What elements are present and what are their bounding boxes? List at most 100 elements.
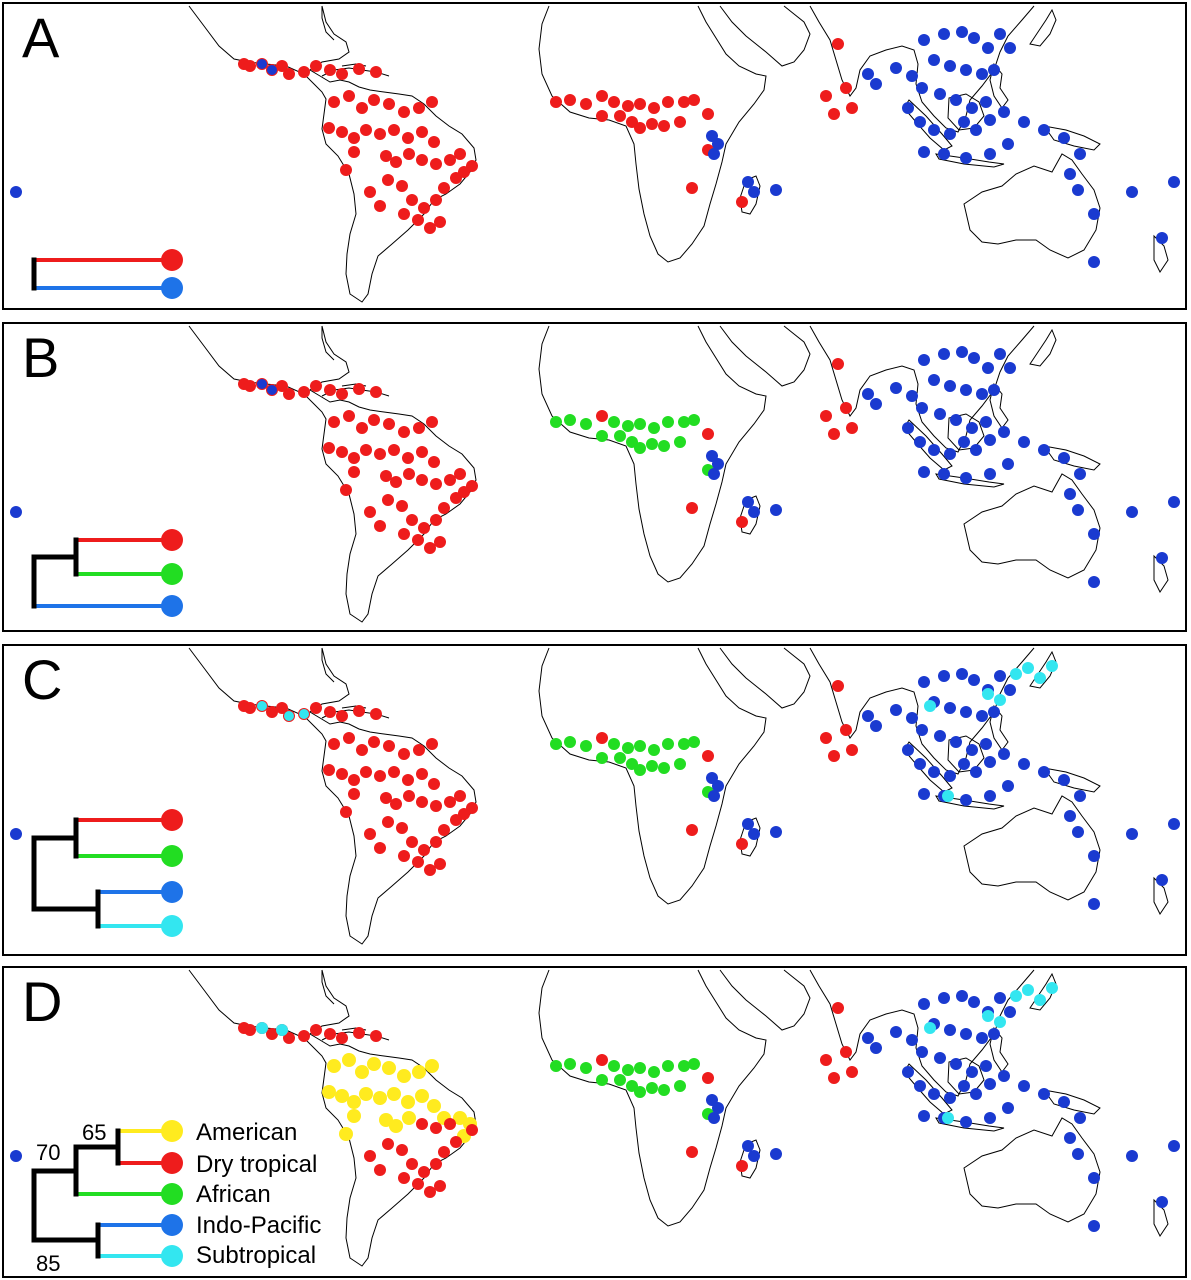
site-marker bbox=[359, 1087, 373, 1101]
site-marker bbox=[406, 194, 418, 206]
site-marker bbox=[862, 710, 874, 722]
site-marker bbox=[994, 694, 1006, 706]
site-marker bbox=[658, 440, 670, 452]
site-marker bbox=[928, 124, 940, 136]
site-marker bbox=[966, 422, 978, 434]
site-marker bbox=[244, 380, 256, 392]
site-marker bbox=[382, 1061, 396, 1075]
site-marker bbox=[424, 222, 436, 234]
site-marker bbox=[960, 794, 972, 806]
site-marker bbox=[646, 118, 658, 130]
site-marker bbox=[364, 828, 376, 840]
site-marker bbox=[956, 668, 968, 680]
site-marker bbox=[662, 416, 674, 428]
site-marker bbox=[748, 186, 760, 198]
site-marker bbox=[1038, 1088, 1050, 1100]
site-marker bbox=[382, 494, 394, 506]
site-marker bbox=[428, 778, 440, 790]
site-marker bbox=[360, 766, 372, 778]
site-marker bbox=[1022, 984, 1034, 996]
site-marker bbox=[596, 90, 608, 102]
site-marker bbox=[998, 106, 1010, 118]
site-marker bbox=[712, 1102, 724, 1114]
site-marker bbox=[916, 724, 928, 736]
site-marker bbox=[674, 1080, 686, 1092]
coastline-australia bbox=[963, 1117, 1101, 1223]
site-marker bbox=[328, 416, 340, 428]
site-marker bbox=[322, 1085, 336, 1099]
site-marker bbox=[980, 416, 992, 428]
site-marker bbox=[984, 148, 996, 160]
site-marker bbox=[742, 818, 754, 830]
site-marker bbox=[928, 374, 940, 386]
site-marker bbox=[634, 98, 646, 110]
site-marker bbox=[1064, 168, 1076, 180]
site-marker bbox=[388, 124, 400, 136]
site-marker bbox=[397, 1069, 411, 1083]
site-marker bbox=[328, 96, 340, 108]
site-marker bbox=[686, 182, 698, 194]
site-marker bbox=[634, 740, 646, 752]
site-marker bbox=[942, 1112, 954, 1124]
site-marker bbox=[336, 126, 348, 138]
site-marker bbox=[736, 196, 748, 208]
coastline-arabia bbox=[719, 5, 811, 67]
site-marker bbox=[938, 670, 950, 682]
site-marker bbox=[1034, 994, 1046, 1006]
site-marker bbox=[924, 700, 936, 712]
site-marker bbox=[244, 702, 256, 714]
site-marker bbox=[928, 54, 940, 66]
world-map-b bbox=[10, 325, 1180, 623]
site-marker bbox=[958, 116, 970, 128]
world-map-a bbox=[10, 5, 1180, 303]
tip-african bbox=[161, 563, 183, 585]
site-marker bbox=[370, 386, 382, 398]
site-marker bbox=[466, 1124, 478, 1136]
site-marker bbox=[564, 736, 576, 748]
site-marker bbox=[418, 202, 430, 214]
site-marker bbox=[1018, 116, 1030, 128]
site-marker bbox=[382, 174, 394, 186]
site-marker bbox=[634, 122, 646, 134]
site-marker bbox=[342, 1053, 356, 1067]
site-marker bbox=[348, 774, 360, 786]
site-marker bbox=[944, 1024, 956, 1036]
site-marker bbox=[368, 414, 380, 426]
site-marker bbox=[550, 738, 562, 750]
site-marker bbox=[988, 706, 1000, 718]
site-marker bbox=[686, 824, 698, 836]
site-marker bbox=[336, 768, 348, 780]
site-marker bbox=[10, 828, 22, 840]
tip-indo-pacific bbox=[161, 277, 183, 299]
site-marker bbox=[928, 1088, 940, 1100]
site-marker bbox=[956, 990, 968, 1002]
site-marker bbox=[840, 82, 852, 94]
site-marker bbox=[994, 992, 1006, 1004]
site-marker bbox=[368, 94, 380, 106]
coastline-borneo bbox=[947, 413, 985, 451]
panel-letter-b: B bbox=[22, 326, 60, 389]
site-marker bbox=[276, 380, 288, 392]
site-marker bbox=[944, 60, 956, 72]
site-marker bbox=[1022, 662, 1034, 674]
site-marker bbox=[918, 466, 930, 478]
site-marker bbox=[343, 732, 355, 744]
site-marker bbox=[608, 1060, 620, 1072]
site-marker bbox=[374, 200, 386, 212]
site-marker bbox=[902, 102, 914, 114]
site-marker bbox=[364, 1150, 376, 1162]
site-marker bbox=[428, 456, 440, 468]
coastline-florida bbox=[321, 648, 335, 683]
site-marker bbox=[398, 106, 410, 118]
site-marker bbox=[403, 468, 415, 480]
site-marker bbox=[622, 1064, 634, 1076]
age-label-85: 85 bbox=[36, 1251, 60, 1276]
site-marker bbox=[622, 742, 634, 754]
site-marker bbox=[1088, 850, 1100, 862]
site-marker bbox=[310, 380, 322, 392]
site-marker bbox=[944, 1092, 956, 1104]
site-marker bbox=[918, 676, 930, 688]
site-marker bbox=[662, 1060, 674, 1072]
site-marker bbox=[323, 442, 335, 454]
coastline-africa bbox=[538, 647, 767, 905]
